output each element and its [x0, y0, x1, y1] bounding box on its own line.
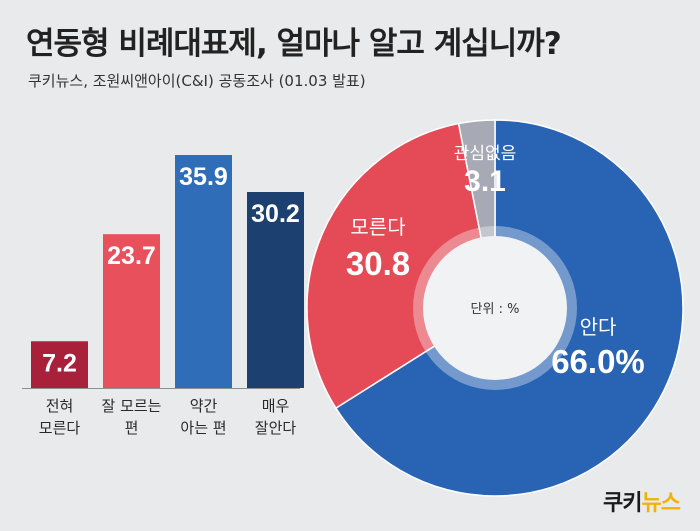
bar-category-label-1-line-1: 전혀	[46, 397, 74, 415]
bar-value-label-2: 23.7	[107, 242, 156, 270]
donut-label-1: 안다	[580, 315, 617, 339]
donut-center	[423, 236, 567, 380]
bar-category-label-4-line-2: 잘안다	[255, 419, 297, 437]
donut-value-2: 30.8	[346, 245, 410, 282]
donut-label-2: 모른다	[350, 215, 405, 239]
page-subtitle: 쿠키뉴스, 조원씨앤아이(C&I) 공동조사 (01.03 발표)	[28, 72, 366, 90]
bar-value-label-4: 30.2	[251, 200, 300, 228]
bar-4	[247, 191, 304, 388]
unit-label: 단위 : %	[471, 302, 520, 317]
bar-category-label-3-line-2: 아는 편	[180, 419, 226, 437]
kookinews-logo: 쿠키뉴스	[603, 485, 681, 517]
bar-2	[103, 234, 160, 388]
bar-3	[175, 155, 232, 388]
bar-category-label-1-line-2: 모른다	[39, 419, 81, 437]
donut-value-3: 3.1	[464, 165, 506, 198]
bar-category-label-2-line-2: 편	[125, 419, 139, 437]
bar-value-label-1: 7.2	[42, 349, 77, 377]
bar-category-label-2-line-1: 잘 모르는	[102, 397, 162, 415]
donut-value-1: 66.0%	[551, 343, 645, 380]
logo-text-1: 쿠키	[603, 491, 642, 516]
bar-category-label-3-line-1: 약간	[190, 397, 218, 415]
bar-1	[31, 341, 88, 388]
logo-text-2: 뉴스	[641, 491, 681, 516]
bar-category-label-4-line-1: 매우	[262, 397, 290, 415]
bar-value-label-3: 35.9	[179, 163, 228, 191]
page-title: 연동형 비례대표제, 얼마나 알고 계십니까?	[26, 26, 562, 62]
donut-label-3: 관심없음	[454, 144, 517, 164]
